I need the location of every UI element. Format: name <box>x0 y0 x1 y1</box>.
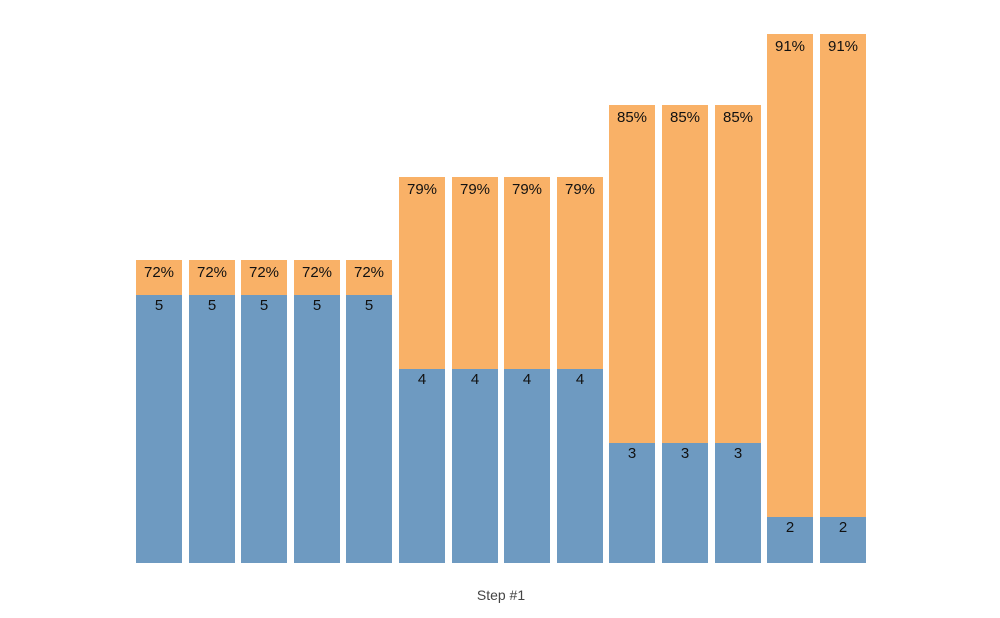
bar-value-label: 4 <box>470 371 480 388</box>
bar-value-label: 5 <box>207 297 217 314</box>
bar-value-label: 3 <box>680 445 690 462</box>
bar-percent-label: 72% <box>196 264 228 281</box>
blue-segment[interactable]: 5 <box>294 295 340 563</box>
bar-percent-label: 79% <box>564 181 596 198</box>
bar-percent-label: 91% <box>827 38 859 55</box>
blue-segment[interactable]: 5 <box>346 295 392 563</box>
bar-percent-label: 79% <box>406 181 438 198</box>
bar-value-label: 5 <box>312 297 322 314</box>
blue-segment[interactable]: 5 <box>136 295 182 563</box>
stacked-bar[interactable]: 79% 4 <box>557 177 603 563</box>
stacked-bar[interactable]: 79% 4 <box>504 177 550 563</box>
blue-segment[interactable]: 2 <box>820 517 866 563</box>
bar-percent-label: 72% <box>248 264 280 281</box>
blue-segment[interactable]: 4 <box>504 369 550 563</box>
blue-segment[interactable]: 4 <box>399 369 445 563</box>
bar-value-label: 4 <box>417 371 427 388</box>
blue-segment[interactable]: 3 <box>715 443 761 563</box>
blue-segment[interactable]: 5 <box>241 295 287 563</box>
blue-segment[interactable]: 3 <box>662 443 708 563</box>
stacked-bar[interactable]: 79% 4 <box>452 177 498 563</box>
bar-value-label: 2 <box>785 519 795 536</box>
bar-percent-label: 85% <box>669 109 701 126</box>
bar-value-label: 4 <box>575 371 585 388</box>
bar-value-label: 4 <box>522 371 532 388</box>
stacked-bar[interactable]: 72% 5 <box>136 260 182 563</box>
stacked-bar[interactable]: 91% 2 <box>767 34 813 563</box>
bar-value-label: 3 <box>733 445 743 462</box>
stacked-bar[interactable]: 91% 2 <box>820 34 866 563</box>
bar-value-label: 2 <box>838 519 848 536</box>
stacked-bar[interactable]: 72% 5 <box>346 260 392 563</box>
bar-value-label: 5 <box>154 297 164 314</box>
stacked-bar[interactable]: 72% 5 <box>189 260 235 563</box>
bar-percent-label: 79% <box>459 181 491 198</box>
bar-value-label: 5 <box>259 297 269 314</box>
bar-percent-label: 91% <box>774 38 806 55</box>
bar-percent-label: 85% <box>722 109 754 126</box>
bar-percent-label: 72% <box>353 264 385 281</box>
blue-segment[interactable]: 4 <box>557 369 603 563</box>
bar-value-label: 3 <box>627 445 637 462</box>
x-axis-title: Step #1 <box>476 587 526 603</box>
bar-value-label: 5 <box>364 297 374 314</box>
stacked-bar[interactable]: 85% 3 <box>662 105 708 563</box>
bar-percent-label: 85% <box>616 109 648 126</box>
stacked-bar[interactable]: 79% 4 <box>399 177 445 563</box>
blue-segment[interactable]: 3 <box>609 443 655 563</box>
bar-percent-label: 72% <box>143 264 175 281</box>
stacked-bar[interactable]: 72% 5 <box>294 260 340 563</box>
bar-percent-label: 72% <box>301 264 333 281</box>
stacked-bar[interactable]: 85% 3 <box>609 105 655 563</box>
blue-segment[interactable]: 4 <box>452 369 498 563</box>
stacked-bar[interactable]: 85% 3 <box>715 105 761 563</box>
blue-segment[interactable]: 5 <box>189 295 235 563</box>
stacked-bar[interactable]: 72% 5 <box>241 260 287 563</box>
blue-segment[interactable]: 2 <box>767 517 813 563</box>
bar-percent-label: 79% <box>511 181 543 198</box>
